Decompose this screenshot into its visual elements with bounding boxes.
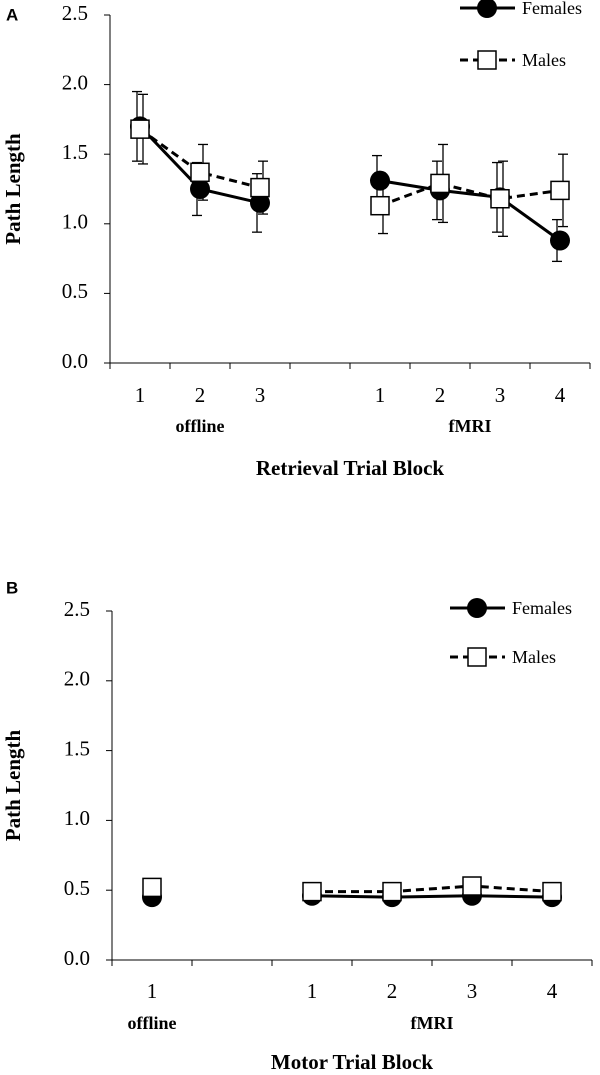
data-point <box>462 876 482 896</box>
y-tick-label: 1.5 <box>64 736 90 760</box>
x-tick-label: 1 <box>147 979 158 1003</box>
y-tick-label: 1.0 <box>62 210 88 234</box>
legend-label: Males <box>522 50 566 70</box>
data-point <box>370 195 390 216</box>
group-label: offline <box>176 416 225 436</box>
legend-label: Females <box>512 598 572 618</box>
y-tick-label: 0.5 <box>62 279 88 303</box>
x-tick-label: 2 <box>435 383 446 407</box>
y-tick-label: 2.5 <box>64 597 90 621</box>
x-tick-label: 1 <box>307 979 318 1003</box>
y-axis-title: Path Length <box>1 729 25 841</box>
y-tick-label: 1.0 <box>64 806 90 830</box>
y-tick-label: 0.0 <box>62 349 88 373</box>
group-label: offline <box>128 1013 177 1033</box>
data-point <box>550 230 570 251</box>
data-point <box>190 179 210 199</box>
x-tick-label: 4 <box>555 383 566 407</box>
panel-label: A <box>6 5 18 24</box>
data-point <box>550 180 570 201</box>
data-point <box>490 188 510 209</box>
data-point <box>370 170 390 191</box>
legend-label: Females <box>522 0 582 18</box>
x-tick-label: 1 <box>135 383 146 407</box>
data-point <box>130 119 150 139</box>
series-line <box>311 894 553 899</box>
data-point <box>250 177 270 198</box>
x-tick-label: 1 <box>375 383 386 407</box>
series-line <box>312 884 553 894</box>
legend-marker <box>477 0 497 18</box>
x-tick-label: 3 <box>467 979 478 1003</box>
data-point <box>250 192 270 213</box>
x-tick-label: 4 <box>547 979 558 1003</box>
data-point <box>302 881 322 902</box>
y-tick-label: 1.5 <box>62 140 88 164</box>
x-tick-label: 3 <box>495 383 506 407</box>
x-tick-label: 2 <box>387 979 398 1003</box>
legend-marker <box>467 647 487 667</box>
data-point <box>142 877 162 898</box>
y-tick-label: 2.0 <box>62 70 88 94</box>
x-tick-label: 2 <box>195 383 206 407</box>
y-tick-label: 0.0 <box>64 946 90 970</box>
y-tick-label: 0.5 <box>64 876 90 900</box>
legend-marker <box>477 50 497 70</box>
legend-marker <box>467 598 487 618</box>
y-tick-label: 2.5 <box>62 1 88 25</box>
data-point <box>542 881 562 902</box>
y-tick-label: 2.0 <box>64 667 90 691</box>
data-point <box>382 881 402 902</box>
group-label: fMRI <box>411 1013 454 1033</box>
x-axis-title: Retrieval Trial Block <box>256 456 445 480</box>
y-axis-title: Path Length <box>1 133 25 245</box>
data-point <box>190 162 210 183</box>
panel-label: B <box>6 578 18 597</box>
legend-label: Males <box>512 647 556 667</box>
x-tick-label: 3 <box>255 383 266 407</box>
x-axis-title: Motor Trial Block <box>271 1050 433 1074</box>
series-line <box>139 127 561 208</box>
group-label: fMRI <box>449 416 492 436</box>
data-point <box>430 173 450 194</box>
